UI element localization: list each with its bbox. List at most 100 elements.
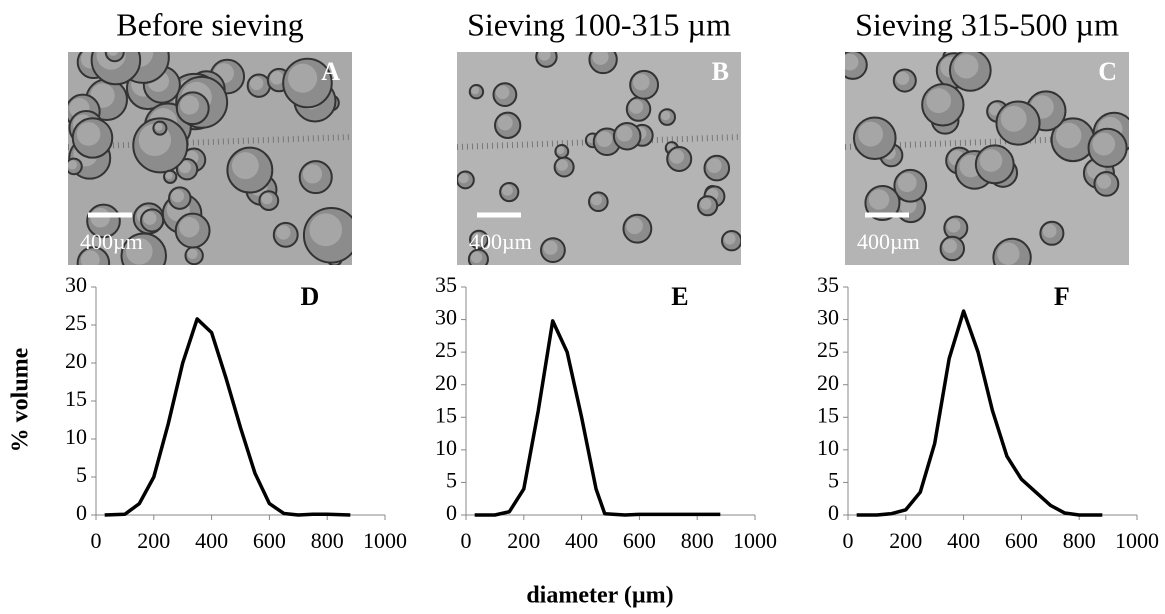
- bead-highlight: [592, 52, 609, 65]
- x-tick-label: 600: [623, 528, 656, 553]
- bead-highlight: [90, 207, 111, 228]
- bead-highlight: [858, 121, 884, 147]
- y-axis-label: % volume: [8, 347, 34, 452]
- bead-highlight: [1055, 122, 1082, 149]
- y-tick-label: 25: [435, 337, 457, 362]
- bead-highlight: [543, 240, 558, 255]
- y-tick-label: 20: [817, 370, 839, 395]
- bead-highlight: [276, 225, 291, 240]
- y-tick-label: 0: [76, 500, 87, 525]
- bead-highlight: [309, 213, 343, 247]
- bead-highlight: [154, 122, 163, 131]
- bead-highlight: [845, 53, 859, 71]
- y-tick-label: 25: [65, 310, 87, 335]
- y-tick-label: 20: [435, 370, 457, 395]
- x-axis-label: diameter (µm): [526, 583, 673, 609]
- bead-highlight: [926, 88, 952, 114]
- bead-highlight: [180, 95, 200, 115]
- x-tick-label: 0: [461, 528, 472, 553]
- y-tick-label: 30: [435, 305, 457, 330]
- bead-highlight: [979, 149, 1003, 172]
- x-tick-label: 0: [91, 528, 102, 553]
- bead-highlight: [723, 232, 736, 245]
- bead-highlight: [249, 76, 264, 91]
- bead-highlight: [556, 159, 568, 171]
- bead-highlight: [1042, 224, 1057, 238]
- y-tick-label: 5: [828, 467, 839, 492]
- x-tick-label: 600: [1005, 528, 1038, 553]
- x-tick-label: 400: [195, 528, 228, 553]
- y-tick-label: 0: [446, 500, 457, 525]
- bead-highlight: [590, 194, 603, 206]
- bead-highlight: [187, 248, 198, 260]
- bead-highlight: [660, 110, 671, 121]
- y-tick-label: 5: [446, 467, 457, 492]
- micrograph: [68, 52, 352, 265]
- bead-highlight: [179, 217, 200, 238]
- x-tick-label: 1000: [733, 528, 777, 553]
- x-tick-label: 200: [507, 528, 540, 553]
- panel-title: Sieving 315-500 µm: [855, 6, 1119, 42]
- data-line: [474, 319, 721, 517]
- panel-label: E: [671, 282, 688, 311]
- bead-highlight: [897, 173, 917, 193]
- x-tick-label: 400: [565, 528, 598, 553]
- bead-highlight: [699, 198, 712, 210]
- bead-highlight: [165, 171, 173, 180]
- bead-highlight: [80, 250, 100, 265]
- micrograph: [845, 52, 1129, 265]
- y-tick-label: 10: [817, 435, 839, 460]
- bead-highlight: [596, 131, 613, 148]
- bead-highlight: [669, 149, 685, 164]
- y-tick-label: 30: [817, 305, 839, 330]
- scale-label: 400µm: [469, 229, 532, 254]
- x-tick-label: 800: [1063, 528, 1096, 553]
- bead-highlight: [1092, 132, 1116, 156]
- y-tick-label: 10: [435, 435, 457, 460]
- bead-highlight: [68, 160, 78, 170]
- bead-highlight: [270, 71, 284, 85]
- bead-highlight: [231, 152, 259, 180]
- y-tick-label: 30: [65, 272, 87, 297]
- x-tick-label: 1000: [1115, 528, 1159, 553]
- scale-label: 400µm: [80, 229, 143, 254]
- bead-highlight: [171, 189, 185, 203]
- y-tick-label: 10: [65, 424, 87, 449]
- y-tick-label: 15: [65, 386, 87, 411]
- bead-highlight: [178, 161, 192, 174]
- x-tick-label: 0: [843, 528, 854, 553]
- bead-highlight: [470, 251, 483, 263]
- bead-highlight: [143, 211, 157, 225]
- bead-highlight: [868, 189, 890, 210]
- bead-highlight: [495, 85, 510, 100]
- bead-highlight: [895, 71, 910, 85]
- bead-highlight: [107, 52, 119, 56]
- bead-highlight: [946, 218, 961, 233]
- bead-highlight: [706, 158, 722, 174]
- bead-highlight: [471, 86, 480, 95]
- bead-highlight: [954, 54, 979, 79]
- x-tick-label: 800: [311, 528, 344, 553]
- y-tick-label: 15: [435, 402, 457, 427]
- bead-highlight: [538, 52, 551, 61]
- bead-highlight: [497, 115, 513, 131]
- image-label: B: [712, 57, 729, 86]
- bead-highlight: [997, 242, 1020, 265]
- micrograph: [457, 52, 741, 265]
- panel-label: D: [300, 282, 319, 311]
- panel-label: F: [1054, 282, 1070, 311]
- x-tick-label: 400: [947, 528, 980, 553]
- panel-title: Before sieving: [116, 6, 304, 42]
- x-tick-label: 800: [681, 528, 714, 553]
- data-line: [104, 317, 351, 517]
- bead-highlight: [556, 146, 565, 155]
- scale-label: 400µm: [857, 229, 920, 254]
- image-label: C: [1098, 57, 1117, 86]
- y-tick-label: 0: [828, 500, 839, 525]
- panel-title: Sieving 100-315 µm: [467, 6, 731, 42]
- bead-highlight: [942, 239, 957, 254]
- bead-highlight: [501, 184, 513, 196]
- bead-highlight: [629, 99, 644, 114]
- bead-highlight: [302, 164, 323, 184]
